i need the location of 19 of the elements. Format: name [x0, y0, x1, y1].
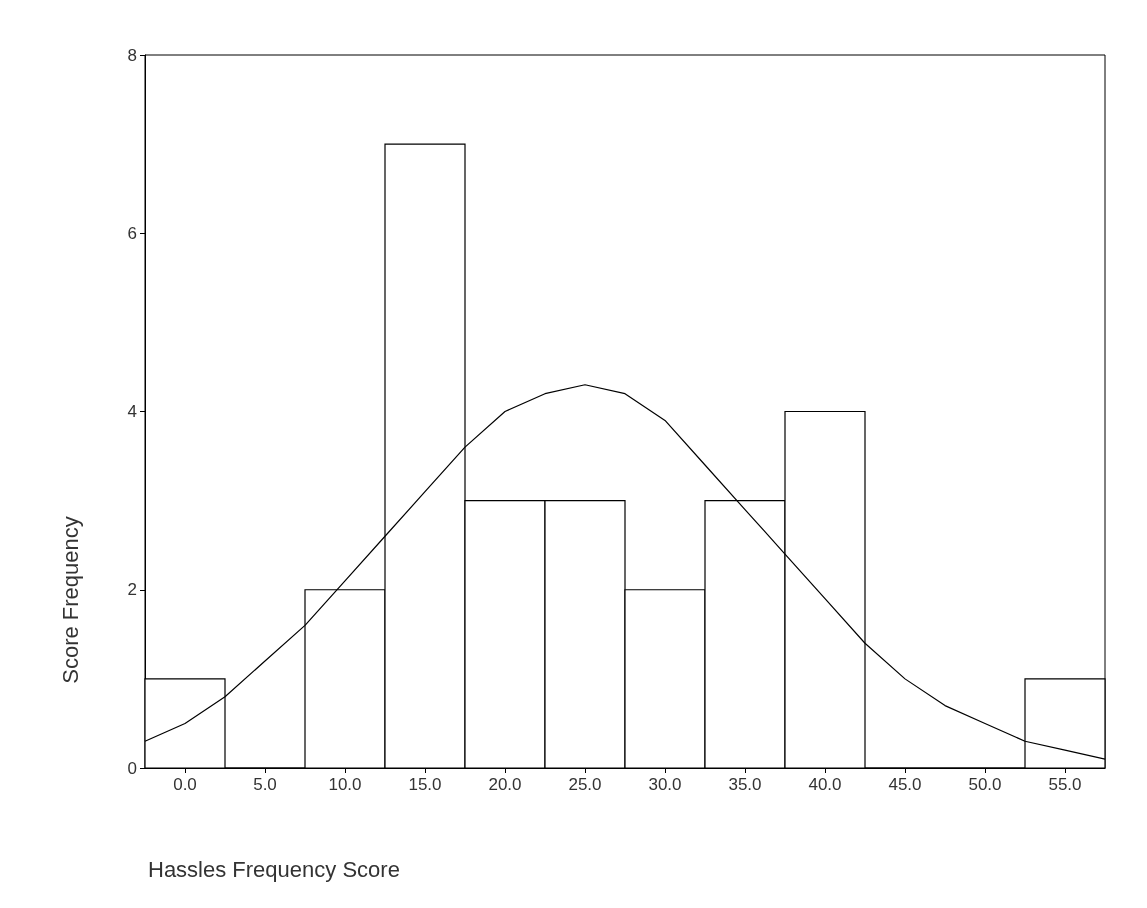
y-tick-label: 8 — [127, 45, 137, 65]
x-tick-label: 30.0 — [648, 775, 682, 794]
x-tick-label: 45.0 — [888, 775, 922, 794]
x-tick-label: 50.0 — [968, 775, 1002, 794]
x-tick-label: 35.0 — [728, 775, 762, 794]
x-tick-label: 55.0 — [1048, 775, 1082, 794]
x-axis-title: Hassles Frequency Score — [148, 856, 400, 882]
y-tick-label: 6 — [127, 223, 137, 243]
x-tick-label: 5.0 — [253, 775, 277, 794]
x-tick-label: 15.0 — [408, 775, 442, 794]
x-tick-label: 20.0 — [488, 775, 522, 794]
x-tick-label: 10.0 — [328, 775, 362, 794]
y-axis-title: Score Frequency — [57, 516, 83, 684]
x-tick-label: 25.0 — [568, 775, 602, 794]
y-tick-label: 4 — [127, 402, 137, 421]
y-tick-label: 0 — [127, 758, 137, 778]
x-tick-label: 40.0 — [808, 775, 842, 794]
y-tick-label: 2 — [127, 580, 137, 600]
x-tick-label: 0.0 — [173, 775, 197, 794]
